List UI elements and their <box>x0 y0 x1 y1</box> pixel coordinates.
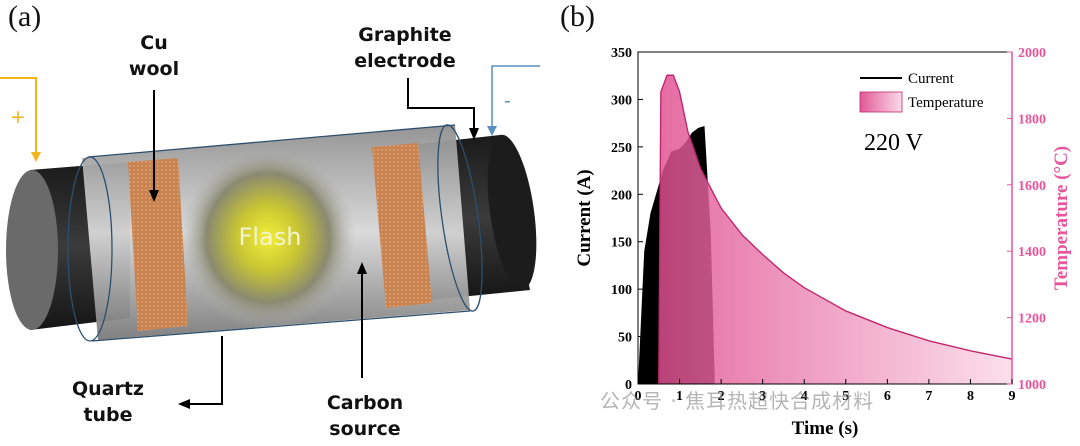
y2-tick-label: 1000 <box>1018 378 1046 393</box>
negative-wire <box>491 65 540 130</box>
y-tick-label: 50 <box>618 331 632 346</box>
y-tick-label: 200 <box>611 188 632 203</box>
y-tick-label: 0 <box>625 378 632 393</box>
y2-tick-label: 1800 <box>1018 112 1046 127</box>
x-axis-label: Time (s) <box>792 418 859 439</box>
temperature-line <box>658 74 1013 385</box>
temperature-area <box>658 75 1012 385</box>
legend-temperature-label: Temperature <box>908 95 984 111</box>
x-tick-label: 0 <box>635 389 642 404</box>
right-cu-wool <box>372 143 432 308</box>
negative-wire-arrowhead <box>487 126 497 136</box>
y-tick-label: 300 <box>611 93 632 108</box>
panel-b-label: (b) <box>560 0 595 33</box>
y-axis-label: Current (A) <box>574 169 595 266</box>
x-tick-label: 9 <box>1009 389 1016 404</box>
watermark: 公众号 · 焦耳热超快合成材料 <box>600 389 875 413</box>
y2-tick-label: 2000 <box>1018 46 1046 61</box>
y-tick-label: 100 <box>611 283 632 298</box>
x-tick-label: 3 <box>759 389 766 404</box>
y-tick-label: 350 <box>611 46 632 61</box>
current-temperature-chart: 0 1 2 3 4 5 6 7 8 9 0 50 100 150 200 250 300 350 1000 1200 1… <box>574 46 1072 439</box>
positive-wire-arrowhead <box>31 152 41 162</box>
graphite-electrode-label: Graphite electrode <box>354 24 456 72</box>
x-tick-label: 5 <box>842 389 849 404</box>
y-tick-label: 150 <box>611 236 632 251</box>
panel-a-label: (a) <box>8 0 42 33</box>
flash-joule-heating-schematic <box>0 65 540 409</box>
voltage-label: 220 V <box>864 130 924 156</box>
y2-axis-label: Temperature (°C) <box>1051 146 1072 290</box>
x-tick-label: 6 <box>884 389 891 404</box>
plus-sign: + <box>10 106 26 128</box>
left-rod-end-face <box>6 170 58 330</box>
carbon-source-label: Carbon source <box>326 392 404 440</box>
y2-tick-label: 1200 <box>1018 312 1046 327</box>
y2-tick-label: 1400 <box>1018 245 1046 260</box>
x-tick-label: 2 <box>718 389 725 404</box>
x-tick-label: 1 <box>676 389 683 404</box>
minus-sign: - <box>504 90 511 112</box>
x-tick-label: 4 <box>801 389 808 404</box>
x-tick-label: 7 <box>925 389 932 404</box>
quartz-tube-label: Quartz tube <box>71 378 144 426</box>
left-cu-wool <box>128 158 188 331</box>
flash-glow <box>180 146 356 330</box>
y-tick-label: 250 <box>611 141 632 156</box>
flash-label: Flash <box>238 223 302 251</box>
x-tick-label: 8 <box>967 389 974 404</box>
legend-current-label: Current <box>908 71 955 87</box>
legend-temperature-swatch <box>859 91 903 113</box>
cu-wool-label: Cu wool <box>128 32 180 80</box>
positive-wire <box>0 77 37 160</box>
y2-tick-label: 1600 <box>1018 179 1046 194</box>
